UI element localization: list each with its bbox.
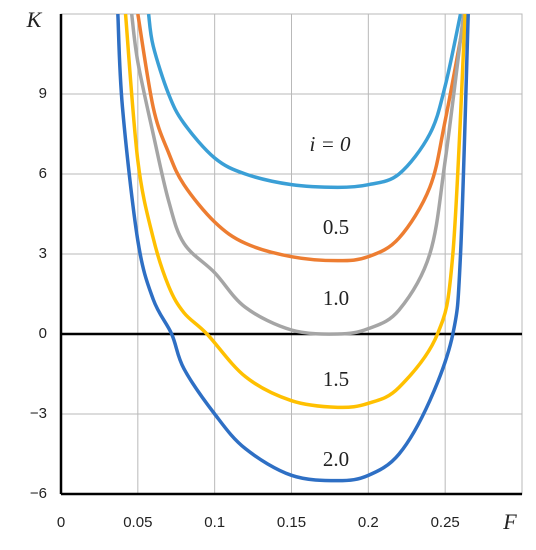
y-tick-label: 0 (39, 325, 47, 342)
y-tick-label: 9 (39, 85, 47, 102)
x-axis-label: F (502, 509, 517, 534)
x-tick-label: 0.2 (358, 514, 379, 531)
curve (146, 14, 463, 190)
y-tick-label: 6 (39, 165, 47, 182)
curve-label: 0.5 (323, 215, 349, 239)
x-tick-label: 0 (57, 514, 65, 531)
curve-label: 1.0 (323, 286, 349, 310)
curve (136, 14, 467, 263)
x-tick-label: 0.25 (431, 514, 460, 531)
curve-label: i = 0 (309, 132, 351, 156)
x-tick-label: 0.15 (277, 514, 306, 531)
curve (123, 14, 467, 410)
curve-label: 2.0 (323, 447, 349, 471)
x-tick-label: 0.1 (204, 514, 225, 531)
x-tick-label: 0.05 (123, 514, 152, 531)
curve (129, 14, 466, 336)
y-tick-label: −3 (30, 405, 47, 422)
y-tick-label: 3 (39, 245, 47, 262)
curve (116, 14, 470, 483)
y-tick-label: −6 (30, 485, 47, 502)
curve-label: 1.5 (323, 367, 349, 391)
y-axis-label: K (26, 7, 43, 32)
